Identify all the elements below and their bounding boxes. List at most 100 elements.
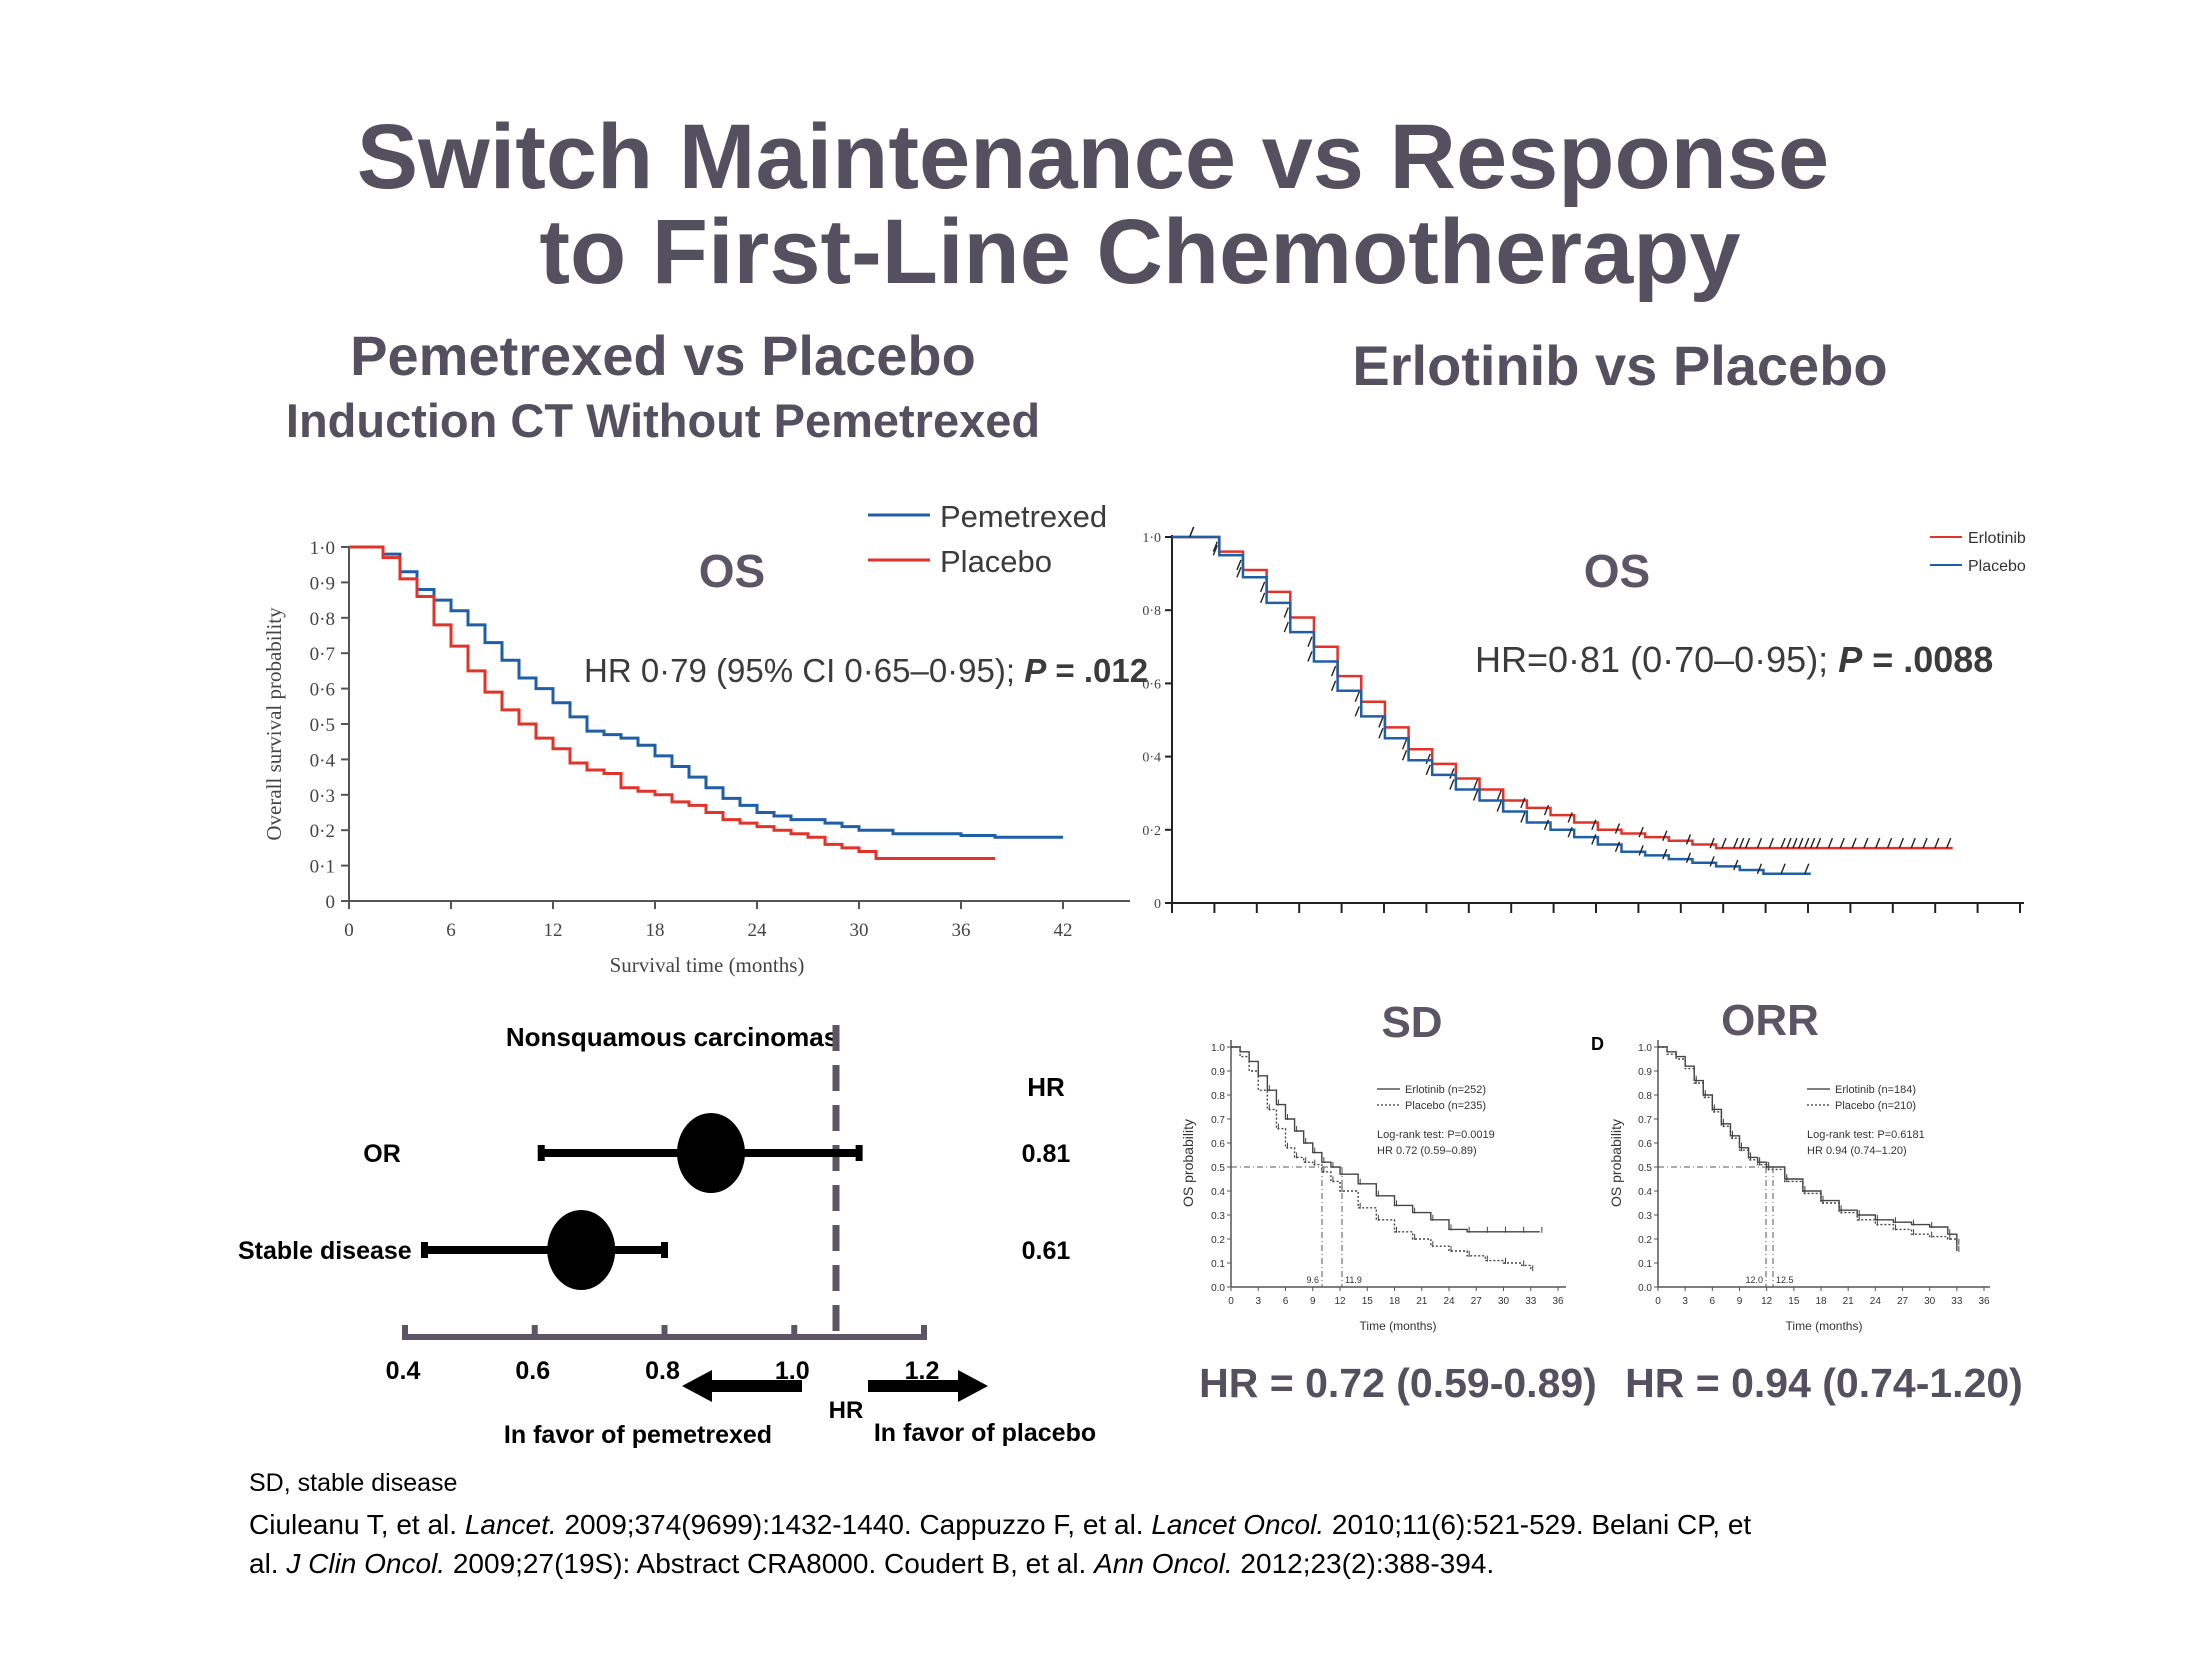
erl-censor-tick: [1685, 834, 1692, 845]
orr-ytick-label: 0.6: [1638, 1139, 1652, 1150]
orr-xtick-label: 24: [1870, 1296, 1882, 1307]
sd-ytick-label: 1.0: [1211, 1043, 1225, 1054]
left-heading: Pemetrexed vs Placebo: [350, 324, 976, 387]
sd-xtick-label: 27: [1471, 1296, 1483, 1307]
erl-censor-tick: [1449, 768, 1455, 779]
orr-xlabel: Time (months): [1786, 1319, 1863, 1333]
erl-censor-tick: [1709, 856, 1715, 867]
erl-censor-tick: [1283, 607, 1289, 618]
forest-hr-header: HR: [1027, 1072, 1065, 1102]
erl-censor-tick: [1946, 837, 1952, 849]
erl-censor-tick: [1567, 826, 1573, 838]
orr-xtick-label: 36: [1978, 1296, 1990, 1307]
forest-point: [676, 1113, 745, 1193]
erl-censor-tick: [1330, 680, 1337, 691]
orr-xtick-label: 3: [1682, 1296, 1688, 1307]
erl-censor-tick: [1792, 837, 1798, 849]
erl-censor-tick: [1934, 837, 1940, 849]
erl-censor-tick: [1910, 837, 1916, 849]
forest-title: Nonsquamous carcinomas: [506, 1022, 838, 1052]
erl-censor-tick: [1425, 753, 1431, 765]
erl-censor-tick: [1449, 779, 1455, 790]
erl-legend-placebo: Placebo: [1968, 558, 2026, 575]
forest-xtick-label: 0.6: [515, 1357, 550, 1385]
sd-stats-1: Log-rank test: P=0.0019: [1377, 1129, 1495, 1141]
erl-ytick-label: 0·6: [1142, 677, 1161, 692]
orr-ytick-label: 1.0: [1638, 1043, 1652, 1054]
erl-censor-tick: [1496, 790, 1502, 801]
orr-xtick-label: 15: [1788, 1296, 1800, 1307]
orr-ytick-label: 0.8: [1638, 1091, 1652, 1102]
pem-ytick-label: 0·4: [310, 750, 336, 771]
orr-xtick-label: 18: [1815, 1296, 1827, 1307]
sd-xtick-label: 9: [1310, 1296, 1316, 1307]
sd-os-chart: SD 0.00.10.20.30.40.50.60.70.80.91.00 3 6 9…: [1180, 998, 1597, 1406]
sd-series-erlotinib: [1231, 1046, 1540, 1233]
sd-legend-2: Placebo (n=235): [1405, 1100, 1486, 1112]
erl-censor-tick: [1543, 819, 1550, 831]
orr-hr-caption: HR = 0.94 (0.74-1.20): [1625, 1360, 2023, 1406]
pem-xtick-label: 30: [850, 920, 869, 941]
erl-censor-tick: [1307, 651, 1313, 662]
erl-legend-erlotinib: Erlotinib: [1968, 530, 2026, 547]
erl-censor-tick: [1378, 728, 1384, 739]
erl-censor-tick: [1401, 739, 1408, 750]
erl-censor-tick: [1733, 859, 1739, 871]
erl-ytick-label: 0·2: [1142, 824, 1161, 839]
erl-censor-tick: [1520, 812, 1526, 823]
footnote: SD, stable disease: [249, 1469, 457, 1497]
erl-censor-tick: [1543, 804, 1550, 816]
erl-censor-tick: [1212, 541, 1218, 552]
orr-xtick-label: 33: [1951, 1296, 1963, 1307]
orr-title: ORR: [1721, 996, 1819, 1045]
sd-legend-1: Erlotinib (n=252): [1405, 1084, 1486, 1096]
erl-censor-tick: [1236, 567, 1242, 578]
orr-xtick-label: 30: [1924, 1296, 1936, 1307]
orr-xtick-label: 0: [1655, 1296, 1661, 1307]
erl-censor-tick: [1378, 717, 1384, 728]
pem-series-placebo: [349, 545, 995, 861]
erl-ytick-label: 1·0: [1142, 531, 1161, 546]
erl-censor-tick: [1804, 837, 1810, 849]
orr-ytick-label: 0.0: [1638, 1283, 1652, 1294]
erl-censor-tick: [1922, 837, 1928, 849]
erl-censor-tick: [1472, 779, 1479, 790]
erl-censor-tick: [1839, 837, 1845, 849]
sd-xtick-label: 21: [1416, 1296, 1428, 1307]
erl-censor-tick: [1354, 706, 1360, 717]
pem-os-label: OS: [699, 545, 765, 597]
orr-xtick-label: 21: [1843, 1296, 1855, 1307]
orr-panel-letter: D: [1591, 1034, 1604, 1054]
forest-row-label: Stable disease: [238, 1237, 412, 1265]
erl-censor-tick: [1733, 837, 1739, 849]
left-subheading: Induction CT Without Pemetrexed: [286, 394, 1040, 447]
sd-xtick-label: 18: [1389, 1296, 1401, 1307]
orr-os-chart: ORR D 0.0 0.1 0.2 0.3 0.4 0.5 0.6 0.7 0.8 0.9 1.0 0…: [1591, 996, 2023, 1406]
sd-stats-2: HR 0.72 (0.59–0.89): [1377, 1145, 1477, 1157]
sd-ytick-label: 0.1: [1211, 1259, 1225, 1270]
erl-os-label: OS: [1584, 545, 1650, 597]
sd-ytick-label: 0.3: [1211, 1211, 1225, 1222]
erl-censor-tick: [1638, 845, 1644, 856]
erl-censor-tick: [1804, 863, 1810, 874]
erl-censor-tick: [1591, 819, 1597, 831]
erl-censor-tick: [1875, 837, 1881, 849]
forest-plot: Nonsquamous carcinomas HR 0.4 0.6 0.8 1.0 1.…: [238, 1022, 1096, 1449]
orr-ytick-label: 0.2: [1638, 1235, 1652, 1246]
erl-censor-tick: [1827, 837, 1834, 849]
orr-ytick-label: 0.4: [1638, 1187, 1652, 1198]
forest-point: [547, 1210, 616, 1290]
pem-hr-annotation: HR 0·79 (95% CI 0·65–0·95); P = .012: [584, 652, 1148, 689]
erl-censor-tick: [1721, 837, 1727, 849]
pem-ytick-label: 0·2: [310, 821, 335, 842]
orr-ytick-label: 0.3: [1638, 1211, 1652, 1222]
erl-censor-tick: [1756, 837, 1763, 849]
pem-ytick-label: 0·5: [310, 715, 335, 736]
orr-median-label: 12.5: [1776, 1275, 1794, 1285]
pem-xtick-label: 42: [1054, 920, 1073, 941]
sd-xtick-label: 6: [1283, 1296, 1289, 1307]
pem-xtick-label: 18: [646, 920, 665, 941]
sd-hr-caption: HR = 0.72 (0.59-0.89): [1199, 1360, 1597, 1406]
sd-ytick-label: 0.4: [1211, 1187, 1225, 1198]
